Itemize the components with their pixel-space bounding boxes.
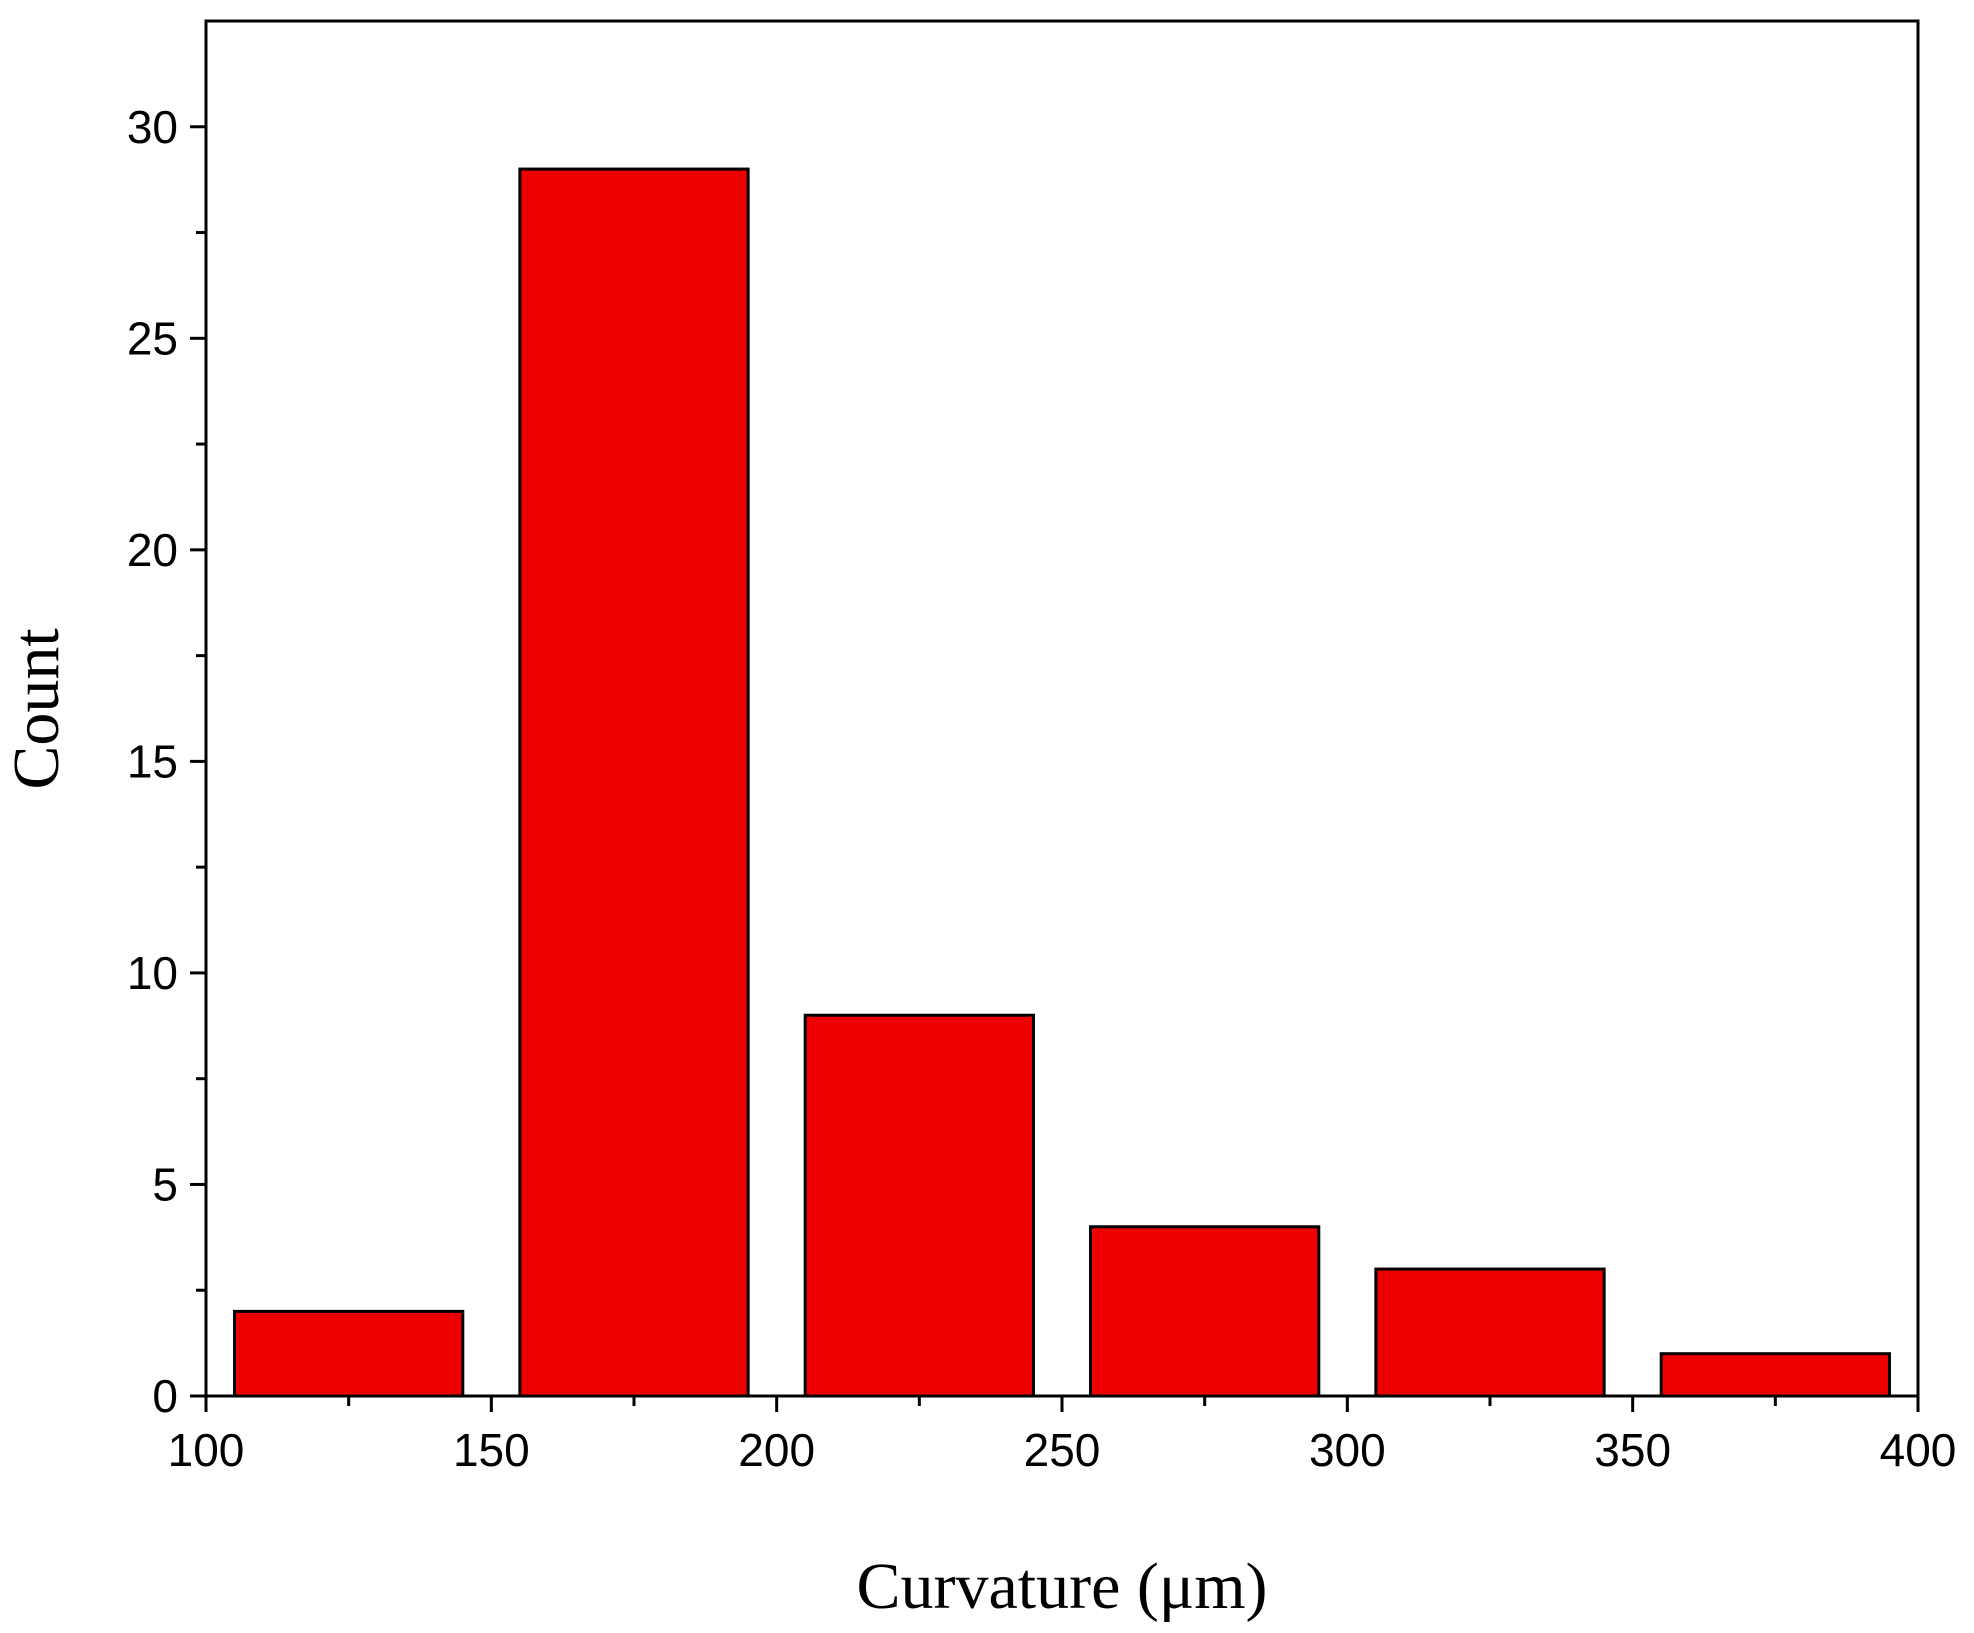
y-tick-label: 30 bbox=[127, 101, 178, 153]
bar bbox=[1374, 1267, 1606, 1398]
plot-frame bbox=[204, 19, 1920, 1398]
x-tick-label: 200 bbox=[738, 1424, 815, 1476]
bar bbox=[518, 167, 750, 1398]
y-tick-label: 20 bbox=[127, 524, 178, 576]
x-tick-label: 150 bbox=[453, 1424, 530, 1476]
bar bbox=[1659, 1352, 1891, 1398]
bar bbox=[233, 1309, 465, 1398]
bar bbox=[803, 1013, 1035, 1398]
x-tick-label: 400 bbox=[1880, 1424, 1957, 1476]
x-tick-label: 300 bbox=[1309, 1424, 1386, 1476]
x-tick-label: 350 bbox=[1594, 1424, 1671, 1476]
bar bbox=[1089, 1225, 1321, 1398]
y-tick-label: 0 bbox=[152, 1370, 178, 1422]
y-axis-title: Count bbox=[0, 628, 73, 789]
x-tick-label: 250 bbox=[1024, 1424, 1101, 1476]
y-tick-label: 25 bbox=[127, 312, 178, 364]
y-tick-label: 10 bbox=[127, 947, 178, 999]
y-tick-label: 5 bbox=[152, 1158, 178, 1210]
x-tick-label: 100 bbox=[168, 1424, 245, 1476]
x-axis-title: Curvature (μm) bbox=[856, 1550, 1267, 1623]
y-tick-label: 15 bbox=[127, 735, 178, 787]
